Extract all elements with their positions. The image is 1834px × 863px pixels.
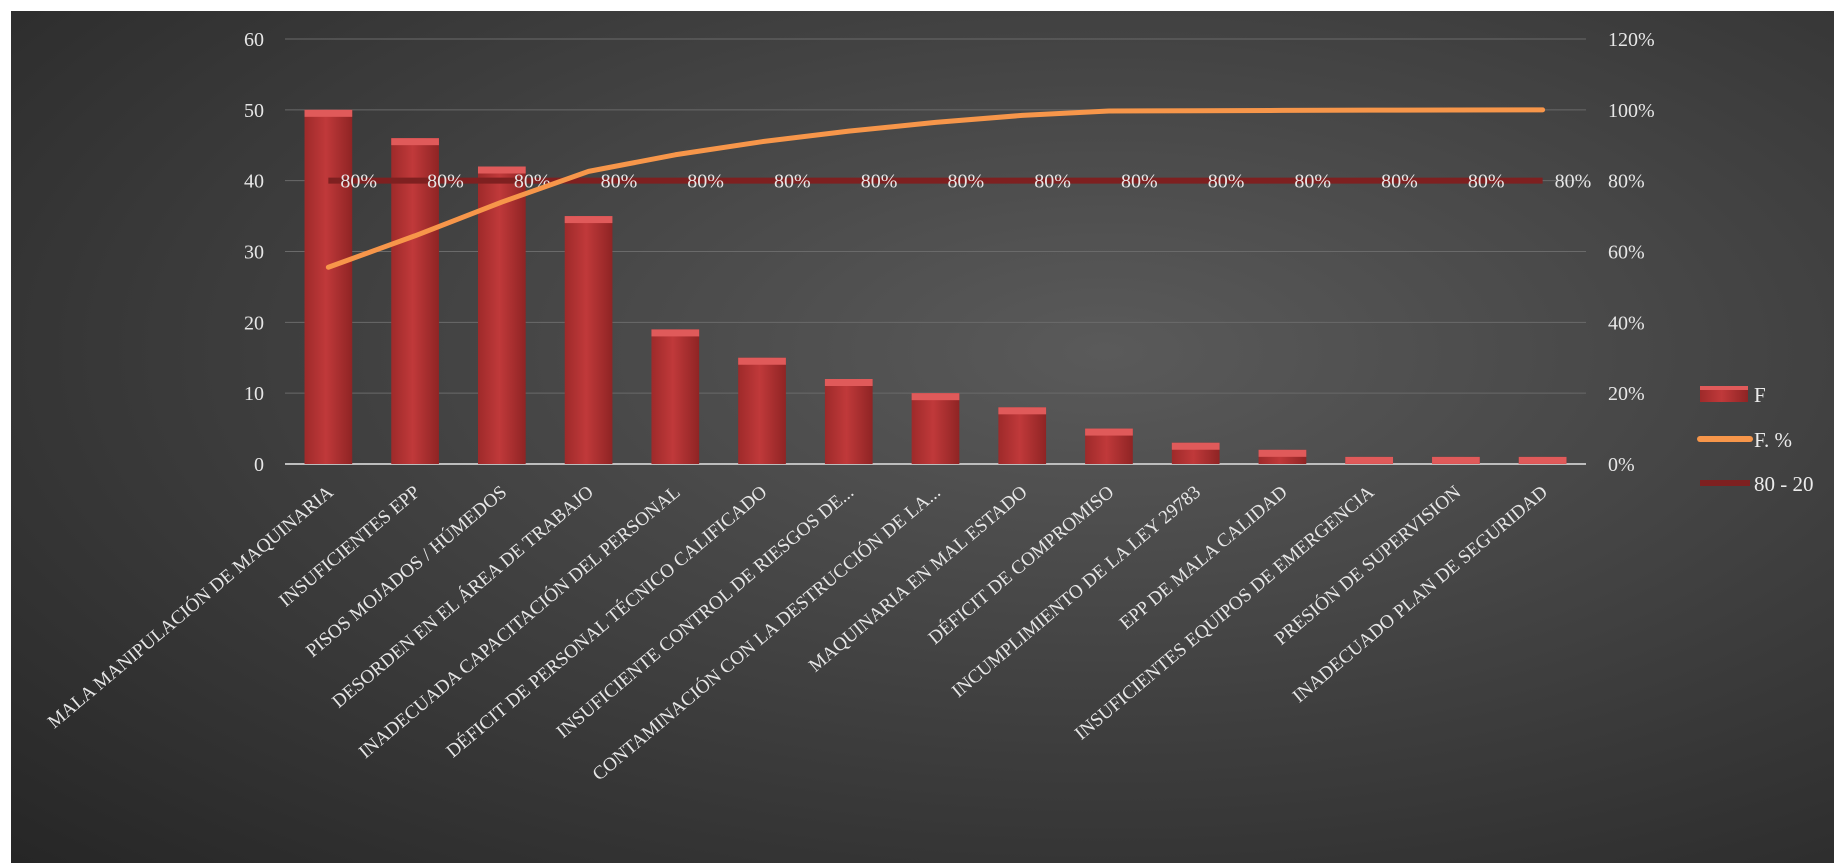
y-left-tick: 0 (254, 454, 264, 476)
x-tick-label: DÉFICIT DE PERSONAL TÉCNICO CALIFICADO (442, 481, 771, 762)
bar-cap (391, 138, 439, 146)
bar-cap (1171, 442, 1220, 450)
bars (304, 109, 1567, 464)
bar (391, 138, 439, 464)
legend-label: 80 - 20 (1754, 472, 1814, 496)
threshold-data-label: 80% (774, 171, 811, 193)
bar-cap (1518, 456, 1567, 464)
legend: F F. % 80 - 20 (1697, 383, 1814, 496)
bar (564, 216, 613, 464)
y-right-tick: 120% (1608, 29, 1655, 51)
bar (824, 379, 873, 464)
threshold-data-label: 80% (1468, 171, 1505, 193)
bar (304, 109, 353, 464)
y-left-tick: 30 (244, 242, 264, 264)
bar-cap (824, 379, 873, 386)
y-right-tick: 20% (1608, 383, 1645, 405)
threshold-data-label: 80% (687, 171, 724, 193)
bar-cap (1258, 449, 1307, 457)
threshold-data-label: 80% (1381, 171, 1418, 193)
bar (911, 393, 960, 464)
y-right-tick: 80% (1608, 171, 1645, 193)
bar-cap (564, 216, 613, 224)
y-left-tick: 60 (244, 29, 264, 51)
bar-cap (738, 357, 786, 365)
category-labels: MALA MANIPULACIÓN DE MAQUINARIAINSUFICIE… (43, 481, 1552, 785)
y-right-tick: 60% (1608, 242, 1645, 264)
left-axis: 0 10 20 30 40 50 60 (244, 29, 264, 476)
x-tick-label: INSUFICIENTES EPP (275, 482, 424, 612)
threshold-data-label: 80% (1034, 171, 1071, 193)
bar-cap (998, 407, 1047, 415)
bar-cap (1085, 428, 1133, 436)
bar (738, 357, 786, 464)
y-left-tick: 40 (244, 171, 264, 193)
legend-swatch-f-cap (1700, 386, 1748, 390)
threshold-data-label: 80% (340, 171, 377, 193)
bar-cap (1432, 456, 1480, 464)
y-left-tick: 50 (244, 100, 264, 122)
threshold-data-label: 80% (1294, 171, 1331, 193)
legend-label: F. % (1754, 428, 1792, 452)
threshold-data-label: 80% (948, 171, 985, 193)
threshold-line: 80% 80% 80% 80% 80% 80% 80% 80% 80% 80% 80% 80% 80% 8… (328, 171, 1591, 193)
threshold-data-label: 80% (1121, 171, 1158, 193)
bar-cap (651, 329, 700, 337)
bar-cap (477, 166, 526, 174)
cumulative-line (325, 107, 1546, 270)
y-right-tick: 100% (1608, 100, 1655, 122)
y-left-tick: 10 (244, 383, 264, 405)
right-axis: 0% 20% 40% 60% 80% 100% 120% (1608, 29, 1655, 476)
threshold-data-label: 80% (1208, 171, 1245, 193)
y-right-tick: 0% (1608, 454, 1635, 476)
bar-cap (911, 393, 960, 401)
threshold-data-label: 80% (601, 171, 638, 193)
x-tick-label: INSUFICIENTES EQUIPOS DE EMERGENCIA (1071, 482, 1379, 745)
bar-cap (1345, 456, 1394, 464)
bar (477, 166, 526, 464)
x-tick-label: INSUFICIENTE CONTROL DE RIESGOS DE... (553, 482, 858, 743)
bar-cap (304, 109, 353, 117)
legend-label: F (1754, 383, 1766, 407)
x-tick-label: INADECUADA CAPACITACIÓN DEL PERSONAL (354, 481, 684, 763)
bar (998, 407, 1047, 464)
bar (651, 329, 700, 464)
y-right-tick: 40% (1608, 312, 1645, 334)
threshold-data-label: 80% (1555, 171, 1592, 193)
cumulative-line (325, 107, 1546, 270)
threshold-data-label: 80% (427, 171, 464, 193)
x-tick-label: EPP DE MALA CALIDAD (1116, 482, 1292, 634)
threshold-data-label: 80% (861, 171, 898, 193)
y-left-tick: 20 (244, 312, 264, 334)
